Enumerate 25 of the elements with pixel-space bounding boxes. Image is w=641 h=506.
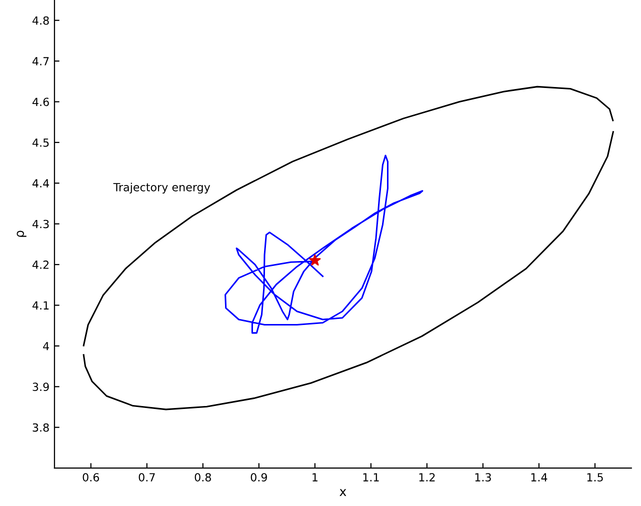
y-tick-label: 4.5 [32, 138, 49, 147]
y-tick-label: 4.8 [32, 16, 49, 25]
x-tick-label: 0.7 [138, 473, 155, 482]
x-tick-label: 1.4 [531, 473, 548, 482]
x-tick-label: 1.2 [419, 473, 435, 482]
x-tick-label: 1.3 [475, 473, 491, 482]
line-series [224, 154, 424, 334]
y-tick-label: 4.4 [32, 179, 49, 188]
y-tick-label: 4.2 [32, 260, 49, 269]
x-tick-label: 0.6 [82, 473, 100, 482]
x-tick-label: 1.5 [587, 473, 603, 482]
x-tick-label: 1 [312, 473, 318, 482]
x-axis-title: x [340, 489, 346, 496]
annotation: Trajectory energy [113, 182, 210, 194]
y-axis-title: ρ [16, 230, 26, 237]
y-tick-label: 3.9 [32, 382, 49, 392]
y-tick-label: 4.3 [32, 220, 49, 228]
y-tick-label: 4.7 [32, 57, 49, 66]
y-tick-label: 3.8 [32, 423, 49, 432]
y-tick-label: 4.6 [32, 98, 49, 106]
x-tick-label: 0.9 [250, 473, 267, 482]
y-tick-label: 4 [43, 342, 49, 350]
x-tick-label: 1.1 [363, 473, 379, 482]
y-tick-label: 4.1 [32, 301, 49, 310]
x-tick-label: 0.8 [194, 473, 211, 482]
